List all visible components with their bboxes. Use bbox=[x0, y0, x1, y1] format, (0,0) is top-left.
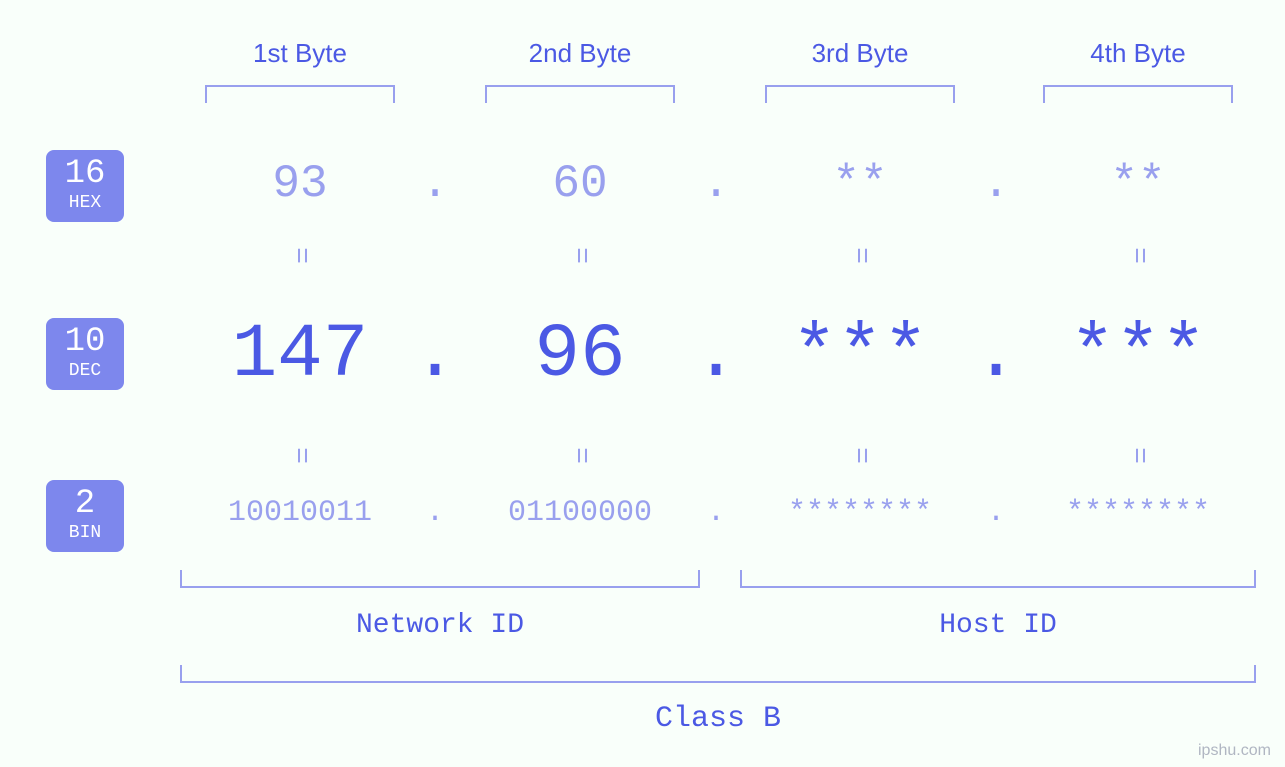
bin-dot-3: . bbox=[987, 496, 1005, 530]
base-label-bin: BIN bbox=[69, 523, 101, 545]
base-num-dec: 10 bbox=[65, 325, 106, 359]
hex-dot-3: . bbox=[981, 158, 1011, 210]
eq-dec-bin-2: = bbox=[565, 442, 596, 470]
class-bracket bbox=[180, 665, 1256, 683]
hex-octet-2: 60 bbox=[510, 158, 650, 210]
eq-hex-dec-2: = bbox=[565, 242, 596, 270]
byte-bracket-3 bbox=[765, 85, 955, 103]
bin-octet-4: ******** bbox=[1018, 496, 1258, 530]
dec-octet-2: 96 bbox=[480, 312, 680, 398]
eq-dec-bin-1: = bbox=[285, 442, 316, 470]
eq-dec-bin-4: = bbox=[1123, 442, 1154, 470]
base-label-dec: DEC bbox=[69, 361, 101, 383]
dec-dot-2: . bbox=[693, 312, 739, 398]
bin-octet-2: 01100000 bbox=[460, 496, 700, 530]
network-id-label: Network ID bbox=[340, 610, 540, 641]
base-badge-hex: 16 HEX bbox=[46, 150, 124, 222]
bin-octet-3: ******** bbox=[740, 496, 980, 530]
hex-octet-4: ** bbox=[1068, 158, 1208, 210]
base-label-hex: HEX bbox=[69, 193, 101, 215]
byte-header-3: 3rd Byte bbox=[790, 38, 930, 69]
bin-octet-1: 10010011 bbox=[180, 496, 420, 530]
dec-dot-3: . bbox=[973, 312, 1019, 398]
bin-dot-2: . bbox=[707, 496, 725, 530]
host-bracket bbox=[740, 570, 1256, 588]
byte-bracket-2 bbox=[485, 85, 675, 103]
dec-octet-4: *** bbox=[1038, 312, 1238, 398]
base-num-hex: 16 bbox=[65, 157, 106, 191]
hex-octet-1: 93 bbox=[230, 158, 370, 210]
bin-dot-1: . bbox=[426, 496, 444, 530]
eq-hex-dec-3: = bbox=[845, 242, 876, 270]
host-id-label: Host ID bbox=[898, 610, 1098, 641]
eq-hex-dec-4: = bbox=[1123, 242, 1154, 270]
byte-header-1: 1st Byte bbox=[230, 38, 370, 69]
watermark: ipshu.com bbox=[1198, 742, 1271, 760]
base-num-bin: 2 bbox=[75, 487, 95, 521]
byte-header-2: 2nd Byte bbox=[510, 38, 650, 69]
eq-hex-dec-1: = bbox=[285, 242, 316, 270]
dec-octet-3: *** bbox=[760, 312, 960, 398]
class-label: Class B bbox=[618, 702, 818, 736]
dec-dot-1: . bbox=[412, 312, 458, 398]
base-badge-bin: 2 BIN bbox=[46, 480, 124, 552]
byte-bracket-4 bbox=[1043, 85, 1233, 103]
byte-bracket-1 bbox=[205, 85, 395, 103]
eq-dec-bin-3: = bbox=[845, 442, 876, 470]
hex-dot-2: . bbox=[701, 158, 731, 210]
base-badge-dec: 10 DEC bbox=[46, 318, 124, 390]
network-bracket bbox=[180, 570, 700, 588]
hex-dot-1: . bbox=[420, 158, 450, 210]
hex-octet-3: ** bbox=[790, 158, 930, 210]
byte-header-4: 4th Byte bbox=[1068, 38, 1208, 69]
dec-octet-1: 147 bbox=[200, 312, 400, 398]
